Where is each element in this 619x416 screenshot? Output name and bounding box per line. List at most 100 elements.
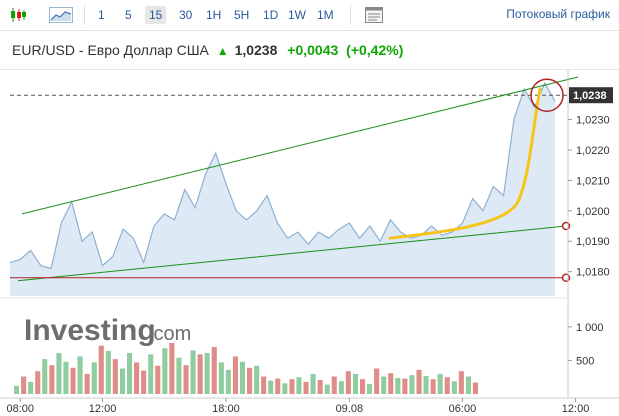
volume-bar xyxy=(162,348,168,394)
volume-bar xyxy=(148,354,154,394)
volume-bar xyxy=(28,381,34,394)
volume-bar xyxy=(416,369,422,394)
volume-bar xyxy=(232,356,238,394)
upper-trendline xyxy=(21,76,579,215)
watermark-brand: Investing xyxy=(24,314,156,347)
volume-bar xyxy=(63,361,69,394)
volume-bar xyxy=(409,375,415,394)
investing-watermark: Investing .com xyxy=(24,314,191,347)
highlight-curve xyxy=(388,87,542,240)
volume-bar xyxy=(395,377,401,394)
area-chart-icon[interactable] xyxy=(46,4,76,26)
volume-bar xyxy=(21,376,27,394)
price-tag-label: 1,0238 xyxy=(573,90,607,102)
volume-bar xyxy=(134,362,140,394)
y-tick-label: 1,0200 xyxy=(576,206,610,218)
price-change: +0,0043 xyxy=(287,42,339,58)
volume-bar xyxy=(310,373,316,394)
price-change-percent: (+0,42%) xyxy=(346,42,404,58)
volume-bar xyxy=(261,376,267,394)
volume-bar xyxy=(197,354,203,394)
volume-bar xyxy=(331,376,337,394)
header-divider xyxy=(0,69,619,70)
volume-bar xyxy=(56,353,62,394)
volume-bar xyxy=(296,377,302,394)
timeframe-15[interactable]: 15 xyxy=(145,6,167,24)
volume-tick-label: 1 000 xyxy=(576,322,604,334)
volume-bar xyxy=(381,376,387,394)
lower-trendline xyxy=(17,225,567,282)
volume-bar xyxy=(465,376,471,394)
watermark-suffix: .com xyxy=(148,323,191,345)
volume-bar xyxy=(430,379,436,394)
x-tick-label: 06:00 xyxy=(449,403,477,415)
y-tick-label: 1,0220 xyxy=(576,145,610,157)
volume-bar xyxy=(176,357,182,394)
timeframe-1w[interactable]: 1W xyxy=(288,8,306,22)
volume-bar xyxy=(112,359,118,394)
timeframe-30[interactable]: 30 xyxy=(179,8,193,22)
volume-bar xyxy=(42,359,48,394)
volume-bar xyxy=(204,353,210,394)
volume-bar xyxy=(352,373,358,394)
price-line xyxy=(9,81,556,270)
x-tick-label: 12:00 xyxy=(562,403,590,415)
y-tick-label: 1,0180 xyxy=(576,267,610,279)
x-tick-label: 12:00 xyxy=(89,403,117,415)
volume-bar xyxy=(35,371,41,394)
quote-header: EUR/USD - Евро Доллар США ▲ 1,0238 +0,00… xyxy=(12,42,403,60)
instrument-name: EUR/USD - Евро Доллар США xyxy=(12,42,209,58)
volume-bar xyxy=(239,361,245,394)
volume-bar xyxy=(105,351,111,394)
streaming-chart-link[interactable]: Потоковый график xyxy=(506,7,610,21)
volume-bar xyxy=(423,375,429,394)
volume-bar xyxy=(388,373,394,394)
volume-bar xyxy=(374,368,380,394)
timeframe-1[interactable]: 1 xyxy=(98,8,105,22)
volume-bar xyxy=(289,379,295,394)
volume-bar xyxy=(254,365,260,394)
volume-bar xyxy=(437,373,443,394)
volume-bar xyxy=(211,347,217,394)
candlestick-icon[interactable] xyxy=(6,4,30,26)
timeframe-1h[interactable]: 1H xyxy=(206,8,222,22)
volume-bar xyxy=(169,343,175,394)
price-area-fill xyxy=(10,83,555,296)
volume-bar xyxy=(317,379,323,394)
volume-bar xyxy=(458,371,464,394)
volume-bar xyxy=(367,383,373,394)
timeframe-1d[interactable]: 1D xyxy=(263,8,279,22)
volume-bar xyxy=(183,365,189,394)
volume-bar xyxy=(70,367,76,394)
x-tick-label: 09.08 xyxy=(336,403,364,415)
volume-bar xyxy=(127,353,133,394)
volume-bar xyxy=(49,365,55,394)
volume-bar xyxy=(402,378,408,394)
volume-bar xyxy=(14,385,20,394)
timeframe-1m[interactable]: 1M xyxy=(317,8,334,22)
volume-bar xyxy=(338,381,344,394)
price-tag xyxy=(569,87,613,104)
x-tick-label: 18:00 xyxy=(212,403,240,415)
volume-bar xyxy=(472,382,478,394)
volume-bar xyxy=(360,379,366,394)
timeframe-5[interactable]: 5 xyxy=(125,8,132,22)
chart-toolbar: 1 5 15 30 1H 5H 1D 1W 1M Потоковый графи… xyxy=(0,0,619,31)
panel-icon[interactable] xyxy=(362,4,386,26)
volume-bar xyxy=(84,373,90,394)
volume-bar xyxy=(282,383,288,394)
toolbar-divider xyxy=(350,5,351,25)
volume-bar xyxy=(451,381,457,394)
volume-bar xyxy=(444,377,450,394)
volume-bar xyxy=(190,350,196,394)
last-price: 1,0238 xyxy=(234,42,278,58)
y-tick-label: 1,0190 xyxy=(576,236,610,248)
volume-bar xyxy=(247,367,253,394)
timeframe-5h[interactable]: 5H xyxy=(234,8,250,22)
volume-bar xyxy=(218,362,224,394)
y-tick-label: 1,0230 xyxy=(576,115,610,127)
volume-tick-label: 500 xyxy=(576,355,594,367)
volume-bar xyxy=(155,365,161,394)
volume-bar xyxy=(303,381,309,394)
